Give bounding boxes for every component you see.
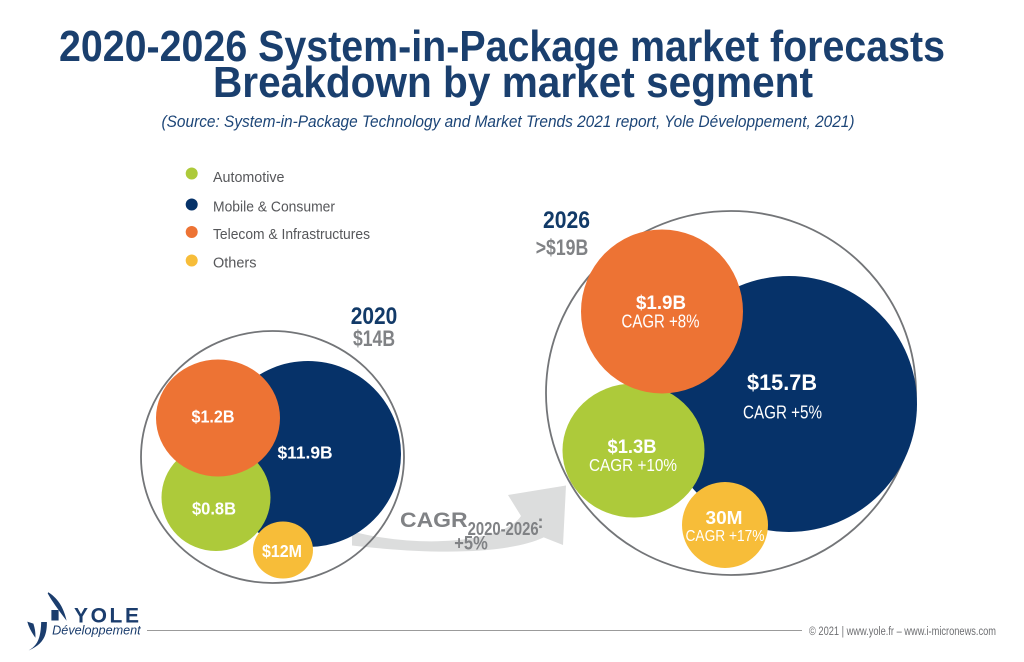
svg-text:$12M: $12M	[262, 541, 302, 561]
svg-text:Telecom & Infrastructures: Telecom & Infrastructures	[213, 226, 370, 243]
svg-text:Développement: Développement	[52, 624, 141, 638]
svg-text:CAGR +5%: CAGR +5%	[743, 403, 822, 423]
svg-text:CAGR +10%: CAGR +10%	[589, 455, 677, 475]
svg-text:+5%: +5%	[454, 534, 488, 555]
svg-text:2026: 2026	[543, 207, 590, 234]
svg-text:$14B: $14B	[353, 326, 395, 351]
svg-text:30M: 30M	[706, 508, 743, 528]
svg-text:$1.2B: $1.2B	[192, 407, 235, 427]
svg-text:$1.3B: $1.3B	[608, 436, 657, 458]
svg-text:CAGR +17%: CAGR +17%	[686, 528, 765, 545]
svg-text:>$19B: >$19B	[536, 235, 589, 260]
svg-text:(Source: System-in-Package Tec: (Source: System-in-Package Technology an…	[162, 112, 855, 131]
svg-text:YOLE: YOLE	[74, 605, 142, 628]
svg-text:2020: 2020	[351, 303, 398, 330]
svg-text:Others: Others	[213, 255, 257, 272]
svg-text:CAGR +8%: CAGR +8%	[622, 312, 700, 332]
svg-text:$11.9B: $11.9B	[278, 443, 333, 463]
svg-text:$0.8B: $0.8B	[192, 499, 236, 519]
svg-text::: :	[538, 512, 544, 532]
svg-text:2020-2026 System-in-Package ma: 2020-2026 System-in-Package market forec…	[59, 22, 945, 71]
svg-text:CAGR: CAGR	[400, 508, 468, 532]
svg-text:$15.7B: $15.7B	[747, 370, 817, 395]
svg-text:Automotive: Automotive	[213, 169, 285, 186]
svg-text:2020-2026: 2020-2026	[468, 519, 539, 539]
svg-text:Breakdown by market segment: Breakdown by market segment	[213, 58, 813, 107]
svg-text:© 2021 | www.yole.fr – www.i-m: © 2021 | www.yole.fr – www.i-micronews.c…	[809, 626, 996, 638]
svg-text:$1.9B: $1.9B	[636, 292, 686, 314]
svg-text:Mobile & Consumer: Mobile & Consumer	[213, 199, 335, 216]
